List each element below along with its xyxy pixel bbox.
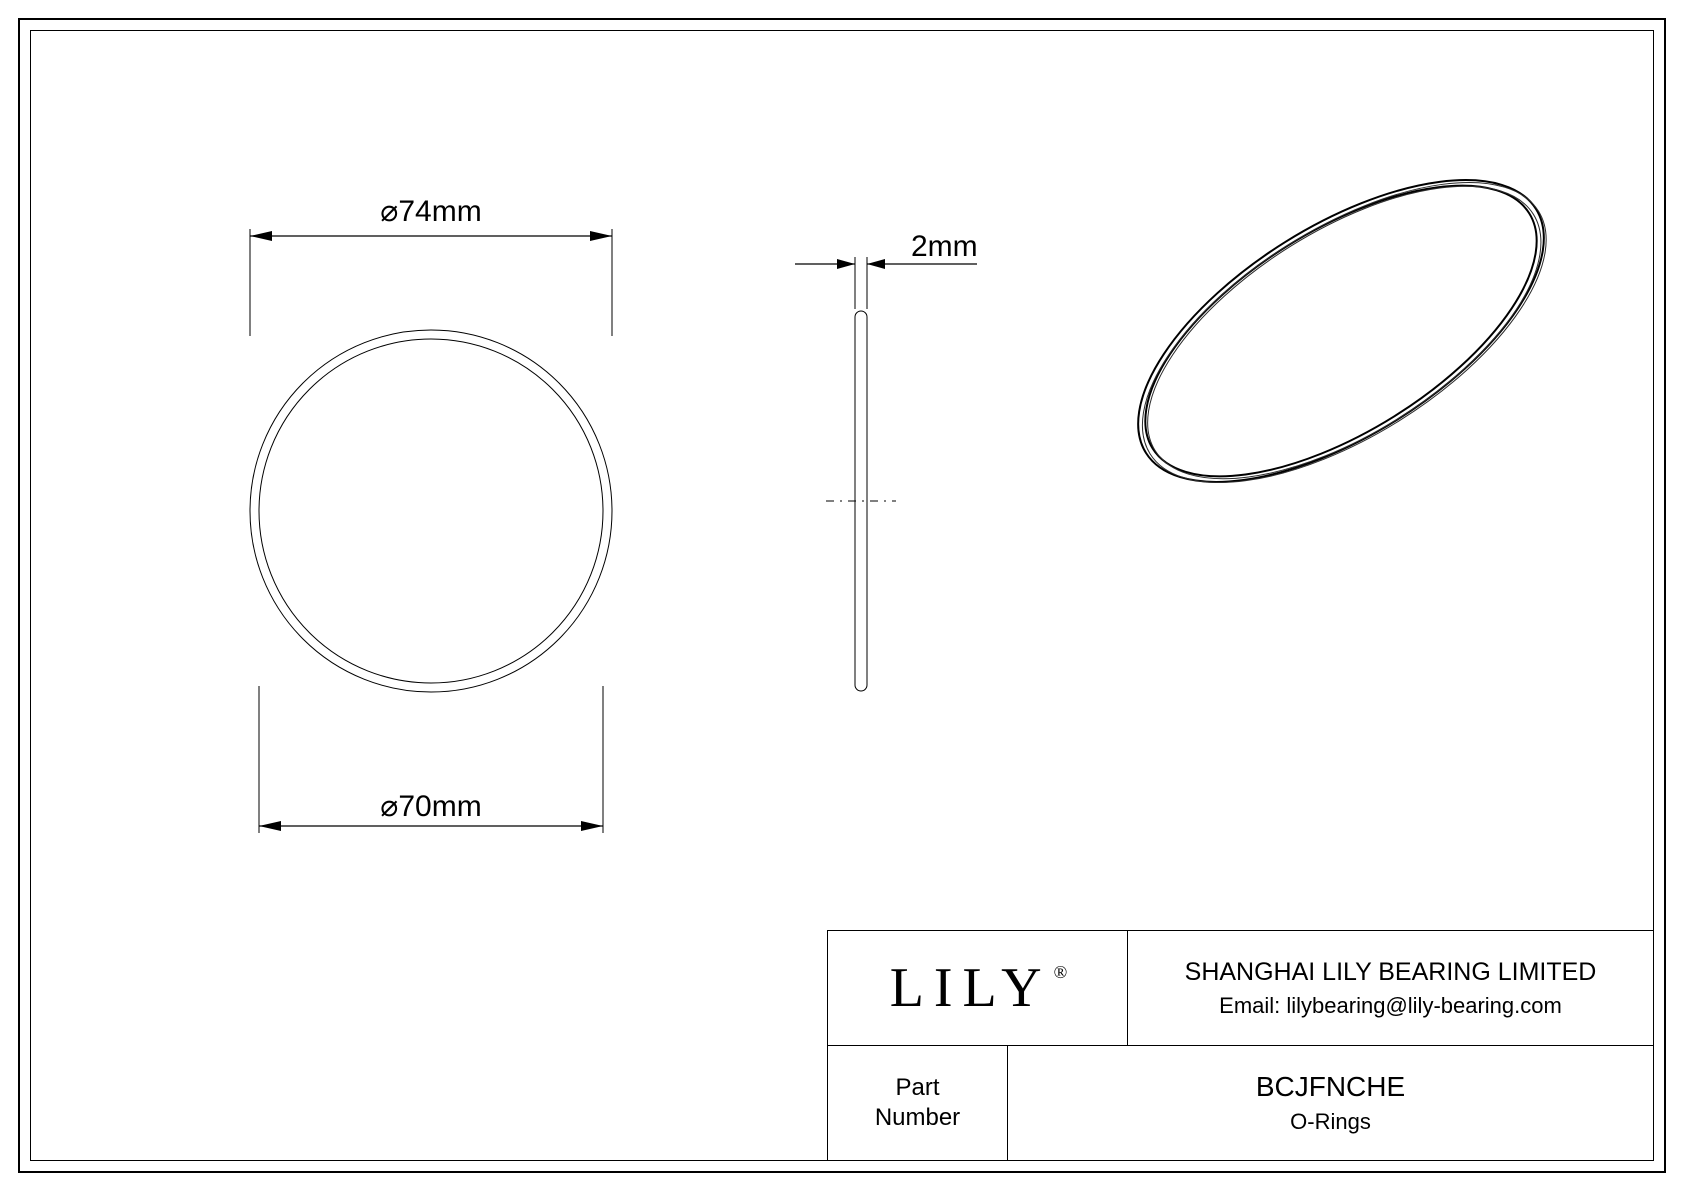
logo-word: LILY bbox=[890, 957, 1052, 1019]
side-view: 2mm bbox=[795, 230, 978, 691]
company-name: SHANGHAI LILY BEARING LIMITED bbox=[1185, 958, 1597, 987]
page: ⌀74mm ⌀70mm 2mm LILY® SHANGHAI LILY BEARI… bbox=[0, 0, 1684, 1191]
registered-mark: ® bbox=[1054, 962, 1068, 982]
isometric-view bbox=[1090, 120, 1593, 544]
title-block: LILY® SHANGHAI LILY BEARING LIMITED Emai… bbox=[827, 930, 1653, 1160]
outer-diameter-label: ⌀74mm bbox=[380, 195, 481, 228]
company-cell: SHANGHAI LILY BEARING LIMITED Email: lil… bbox=[1128, 931, 1653, 1045]
title-block-row-1: LILY® SHANGHAI LILY BEARING LIMITED Emai… bbox=[828, 931, 1653, 1046]
part-description: O-Rings bbox=[1290, 1109, 1371, 1135]
company-email: Email: lilybearing@lily-bearing.com bbox=[1219, 993, 1562, 1019]
title-block-row-2: Part Number BCJFNCHE O-Rings bbox=[828, 1046, 1653, 1160]
part-number-label: Part Number bbox=[875, 1073, 960, 1133]
front-view: ⌀74mm ⌀70mm bbox=[250, 195, 612, 833]
part-number-label-cell: Part Number bbox=[828, 1046, 1008, 1160]
thickness-label: 2mm bbox=[911, 230, 978, 263]
inner-diameter-label: ⌀70mm bbox=[380, 790, 481, 823]
logo-cell: LILY® bbox=[828, 931, 1128, 1045]
part-number-label-line1: Part bbox=[895, 1074, 939, 1101]
part-number: BCJFNCHE bbox=[1256, 1071, 1405, 1103]
part-number-value-cell: BCJFNCHE O-Rings bbox=[1008, 1046, 1653, 1160]
email-label: Email: bbox=[1219, 993, 1286, 1018]
part-number-label-line2: Number bbox=[875, 1104, 960, 1131]
email-value: lilybearing@lily-bearing.com bbox=[1286, 993, 1561, 1018]
logo-text: LILY® bbox=[890, 956, 1066, 1020]
